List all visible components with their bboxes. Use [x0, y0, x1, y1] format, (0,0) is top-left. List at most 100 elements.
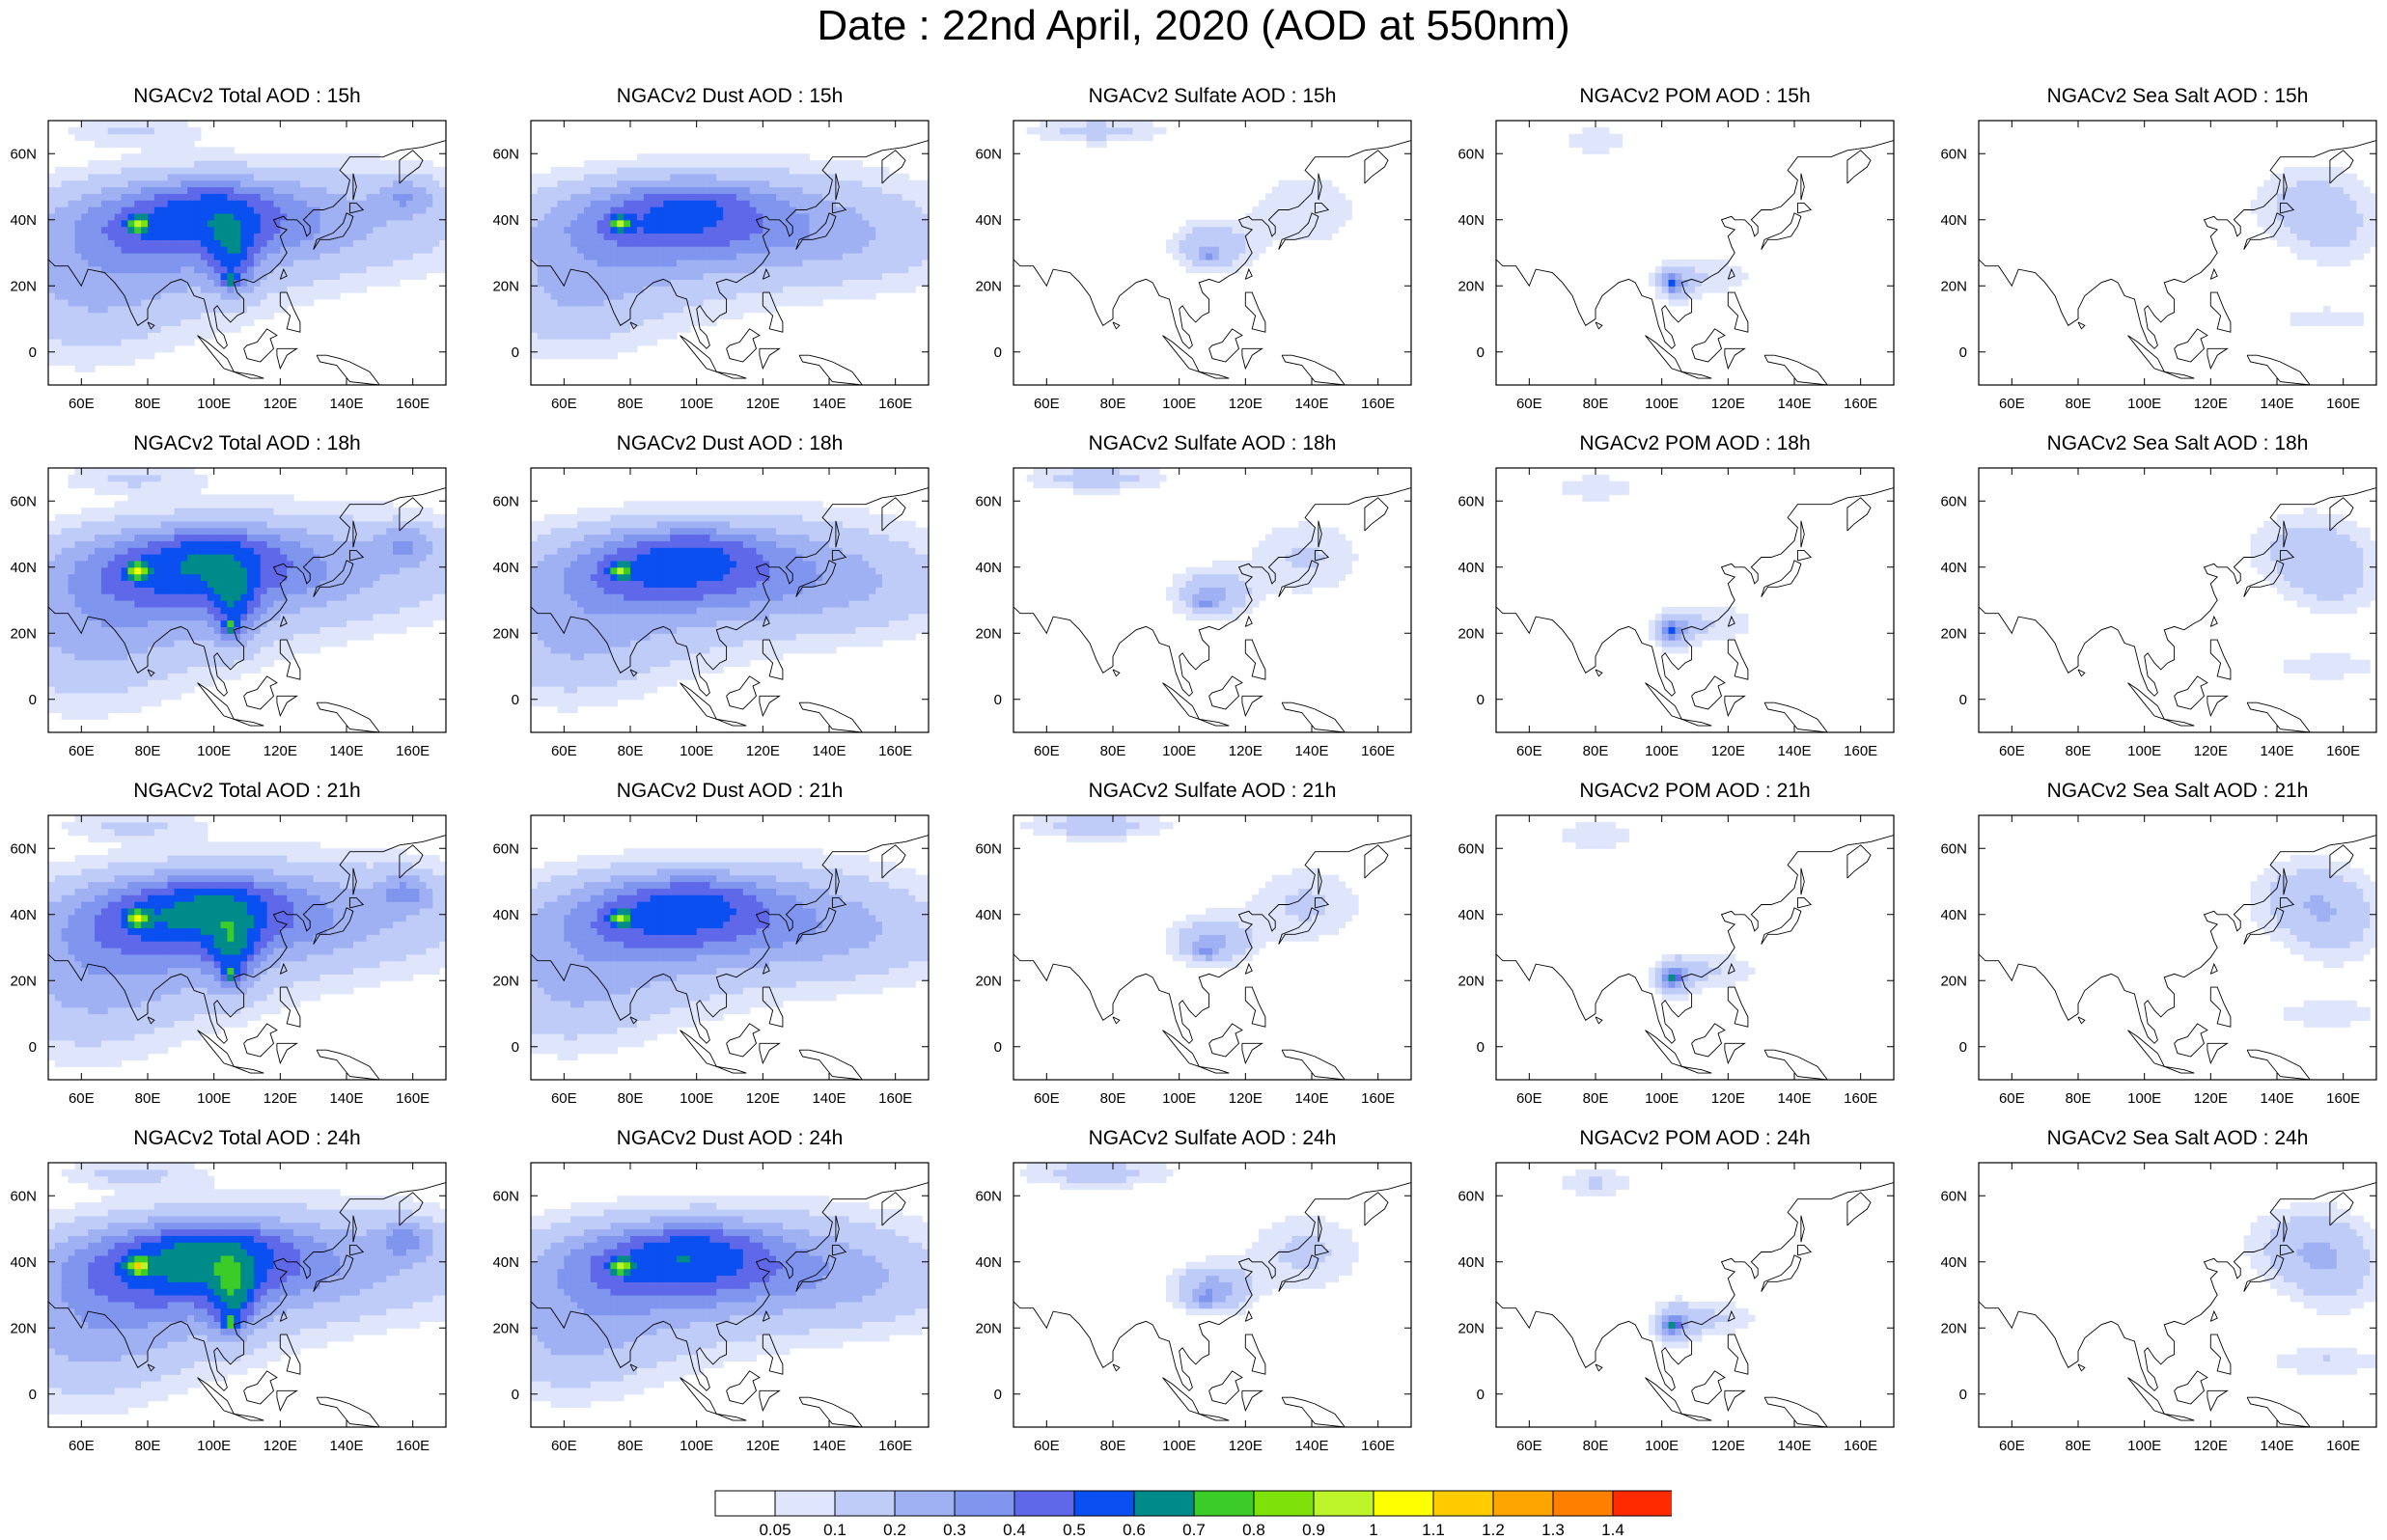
map-frame	[1495, 1162, 1895, 1428]
x-tick-label: 80E	[618, 1090, 644, 1107]
map-frame	[530, 467, 930, 733]
x-tick-label: 140E	[2260, 396, 2293, 412]
aod-map: 60E 80E 100E 120E 140E 160E 0 20N 40N 60N	[1940, 120, 2377, 412]
colorbar-label: 0.9	[1302, 1521, 1325, 1539]
x-tick-label: 100E	[2127, 1090, 2161, 1107]
y-tick-label: 60N	[10, 1188, 37, 1204]
colorbar-swatch	[834, 1490, 896, 1517]
y-tick-label: 20N	[975, 1320, 1002, 1336]
x-tick-label: 140E	[812, 396, 846, 412]
y-tick-label: 40N	[10, 212, 37, 229]
x-tick-label: 160E	[1844, 743, 1877, 759]
map-panel-seasalt-21h: NGACv2 Sea Salt AOD : 21h 60E 80E 100E 120E 1…	[1930, 780, 2377, 1107]
y-tick-label: 60N	[975, 840, 1002, 857]
aod-field	[48, 1163, 446, 1415]
x-tick-label: 160E	[878, 1090, 912, 1107]
coastline	[1979, 835, 2376, 1080]
y-tick-label: 0	[512, 344, 519, 361]
coastline	[1013, 1182, 1411, 1427]
x-tick-label: 100E	[197, 1438, 231, 1454]
x-tick-label: 80E	[135, 1090, 161, 1107]
y-tick-label: 40N	[1940, 907, 1967, 923]
x-tick-label: 140E	[2260, 1438, 2293, 1454]
x-tick-label: 60E	[1034, 396, 1060, 412]
aod-field	[1568, 126, 1749, 307]
x-tick-label: 100E	[1162, 743, 1196, 759]
y-tick-label: 20N	[1940, 625, 1967, 642]
map-panel-dust-15h: NGACv2 Dust AOD : 15h 60E 80E 100E 120E 140E 1…	[483, 85, 930, 412]
x-tick-label: 60E	[69, 396, 95, 412]
aod-map: 60E 80E 100E 120E 140E 160E 0 20N 40N 60N	[1457, 467, 1895, 759]
x-tick-label: 100E	[1645, 1438, 1679, 1454]
y-tick-label: 0	[1477, 1039, 1485, 1056]
aod-map: 60E 80E 100E 120E 140E 160E 0 20N 40N 60N	[1940, 1162, 2377, 1454]
aod-map: 60E 80E 100E 120E 140E 160E 0 20N 40N 60N	[10, 120, 447, 412]
coastline	[1979, 487, 2376, 732]
aod-field	[1562, 474, 1749, 654]
y-tick-label: 40N	[1940, 1254, 1967, 1271]
aod-field	[1562, 1169, 1756, 1349]
x-tick-label: 140E	[329, 1438, 363, 1454]
x-tick-label: 80E	[618, 743, 644, 759]
map-panel-total-21h: NGACv2 Total AOD : 21h 60E 80E 100E 120E 140E…	[0, 780, 447, 1107]
map-panel-pom-24h: NGACv2 POM AOD : 24h 60E 80E 100E 120E 140E 16…	[1448, 1127, 1895, 1454]
colorbar-swatch	[954, 1490, 1015, 1517]
x-tick-label: 100E	[197, 743, 231, 759]
x-tick-label: 120E	[264, 743, 297, 759]
x-tick-label: 80E	[2066, 743, 2092, 759]
y-tick-label: 60N	[10, 146, 37, 162]
x-tick-label: 140E	[329, 1090, 363, 1107]
x-tick-label: 160E	[878, 743, 912, 759]
x-tick-label: 160E	[2326, 1438, 2360, 1454]
y-tick-label: 40N	[1940, 560, 1967, 576]
aod-field	[48, 121, 446, 372]
panel-title: NGACv2 POM AOD : 24h	[1579, 1127, 1811, 1149]
x-tick-label: 80E	[1583, 1438, 1609, 1454]
x-tick-label: 120E	[1711, 743, 1745, 759]
colorbar-swatch	[774, 1490, 836, 1517]
y-tick-label: 0	[1477, 692, 1485, 708]
aod-map: 60E 80E 100E 120E 140E 160E 0 20N 40N 60N	[1457, 814, 1895, 1107]
coastline	[531, 140, 929, 385]
map-frame	[1495, 467, 1895, 733]
x-tick-label: 100E	[1162, 1438, 1196, 1454]
x-tick-label: 60E	[1034, 743, 1060, 759]
colorbar-label: 0.4	[1003, 1521, 1026, 1539]
colorbar-swatch	[1073, 1490, 1135, 1517]
aod-field	[531, 501, 929, 714]
y-tick-label: 20N	[1940, 1320, 1967, 1336]
map-frame	[47, 814, 447, 1081]
coastline	[1013, 487, 1411, 732]
x-tick-label: 120E	[2194, 396, 2228, 412]
x-tick-label: 80E	[135, 1438, 161, 1454]
x-tick-label: 160E	[396, 396, 430, 412]
y-tick-label: 40N	[1940, 212, 1967, 229]
x-tick-label: 120E	[746, 396, 780, 412]
coastline	[1496, 487, 1894, 732]
panel-title: NGACv2 Sea Salt AOD : 18h	[2046, 432, 2309, 454]
x-tick-label: 120E	[746, 1090, 780, 1107]
x-tick-label: 160E	[1361, 1438, 1395, 1454]
panel-title: NGACv2 Dust AOD : 15h	[616, 85, 844, 107]
y-tick-label: 40N	[10, 560, 37, 576]
panel-title: NGACv2 Dust AOD : 18h	[616, 432, 844, 454]
x-tick-label: 100E	[2127, 743, 2161, 759]
map-frame	[1978, 814, 2377, 1081]
y-tick-label: 20N	[492, 278, 519, 294]
y-tick-label: 0	[1959, 1387, 1967, 1403]
colorbar-swatch	[1313, 1490, 1374, 1517]
y-tick-label: 0	[1959, 692, 1967, 708]
x-tick-label: 160E	[878, 396, 912, 412]
x-tick-label: 80E	[1583, 396, 1609, 412]
aod-field	[1562, 821, 1756, 1002]
y-tick-label: 40N	[975, 560, 1002, 576]
panel-title: NGACv2 Total AOD : 15h	[133, 85, 361, 107]
x-tick-label: 100E	[680, 1090, 713, 1107]
y-tick-label: 40N	[492, 212, 519, 229]
x-tick-label: 120E	[1229, 1438, 1263, 1454]
x-tick-label: 100E	[1162, 396, 1196, 412]
coastline	[531, 835, 929, 1080]
x-tick-label: 60E	[551, 1090, 577, 1107]
colorbar-label: 0.5	[1063, 1521, 1086, 1539]
panel-title: NGACv2 Total AOD : 18h	[133, 432, 361, 454]
